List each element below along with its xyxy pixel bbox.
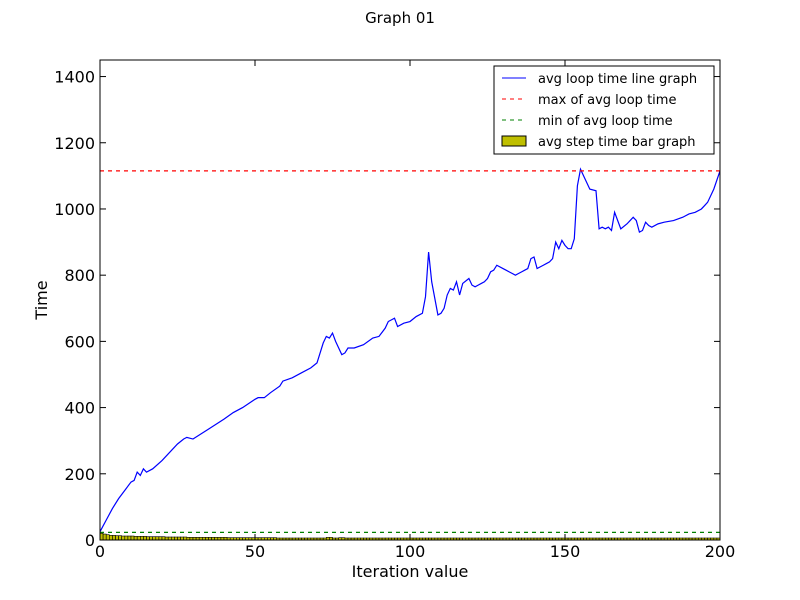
bar-13 — [140, 536, 144, 541]
bar-6 — [118, 535, 122, 541]
bar-5 — [115, 535, 119, 541]
bar-1 — [102, 533, 107, 541]
bar-10 — [130, 535, 135, 541]
y-tick-label-1: 200 — [64, 465, 95, 484]
legend: avg loop time line graph max of avg loop… — [493, 65, 715, 155]
x-axis-label: Iteration value — [352, 562, 469, 581]
bar-2 — [105, 534, 110, 541]
legend-label-min: min of avg loop time — [538, 114, 673, 129]
x-tick-label-3: 150 — [550, 542, 581, 561]
y-tick-label-5: 1000 — [54, 200, 95, 219]
chart-title: Graph 01 — [365, 9, 435, 27]
bar-7 — [121, 535, 126, 541]
bar-4 — [112, 535, 116, 541]
bar-14 — [143, 536, 147, 541]
bars-layer — [99, 533, 721, 541]
lines-layer — [99, 167, 721, 533]
x-tick-label-4: 200 — [705, 542, 736, 561]
bar-8 — [124, 535, 129, 541]
bar-3 — [109, 535, 113, 541]
legend-box — [493, 65, 715, 155]
bar-9 — [127, 535, 132, 541]
bar-11 — [133, 536, 138, 541]
legend-swatch-bar — [501, 135, 527, 147]
ticks-layer: 0 50 100 150 200 0 200 400 600 800 1000 1200 1400 — [54, 60, 735, 561]
x-tick-label-0: 0 — [95, 542, 105, 561]
x-tick-label-2: 100 — [395, 542, 426, 561]
y-tick-label-2: 400 — [64, 399, 95, 418]
legend-label-line: avg loop time line graph — [538, 72, 697, 87]
y-tick-label-0: 0 — [85, 531, 95, 550]
y-tick-label-6: 1200 — [54, 134, 95, 153]
x-tick-label-1: 50 — [245, 542, 265, 561]
legend-label-bar: avg step time bar graph — [538, 135, 696, 150]
series-line-0 — [99, 167, 721, 533]
y-tick-label-3: 600 — [64, 332, 95, 351]
bar-12 — [136, 536, 141, 541]
legend-label-max: max of avg loop time — [538, 93, 676, 108]
y-tick-label-4: 800 — [64, 266, 95, 285]
y-tick-label-7: 1400 — [54, 68, 95, 87]
y-axis-label: Time — [32, 280, 51, 320]
